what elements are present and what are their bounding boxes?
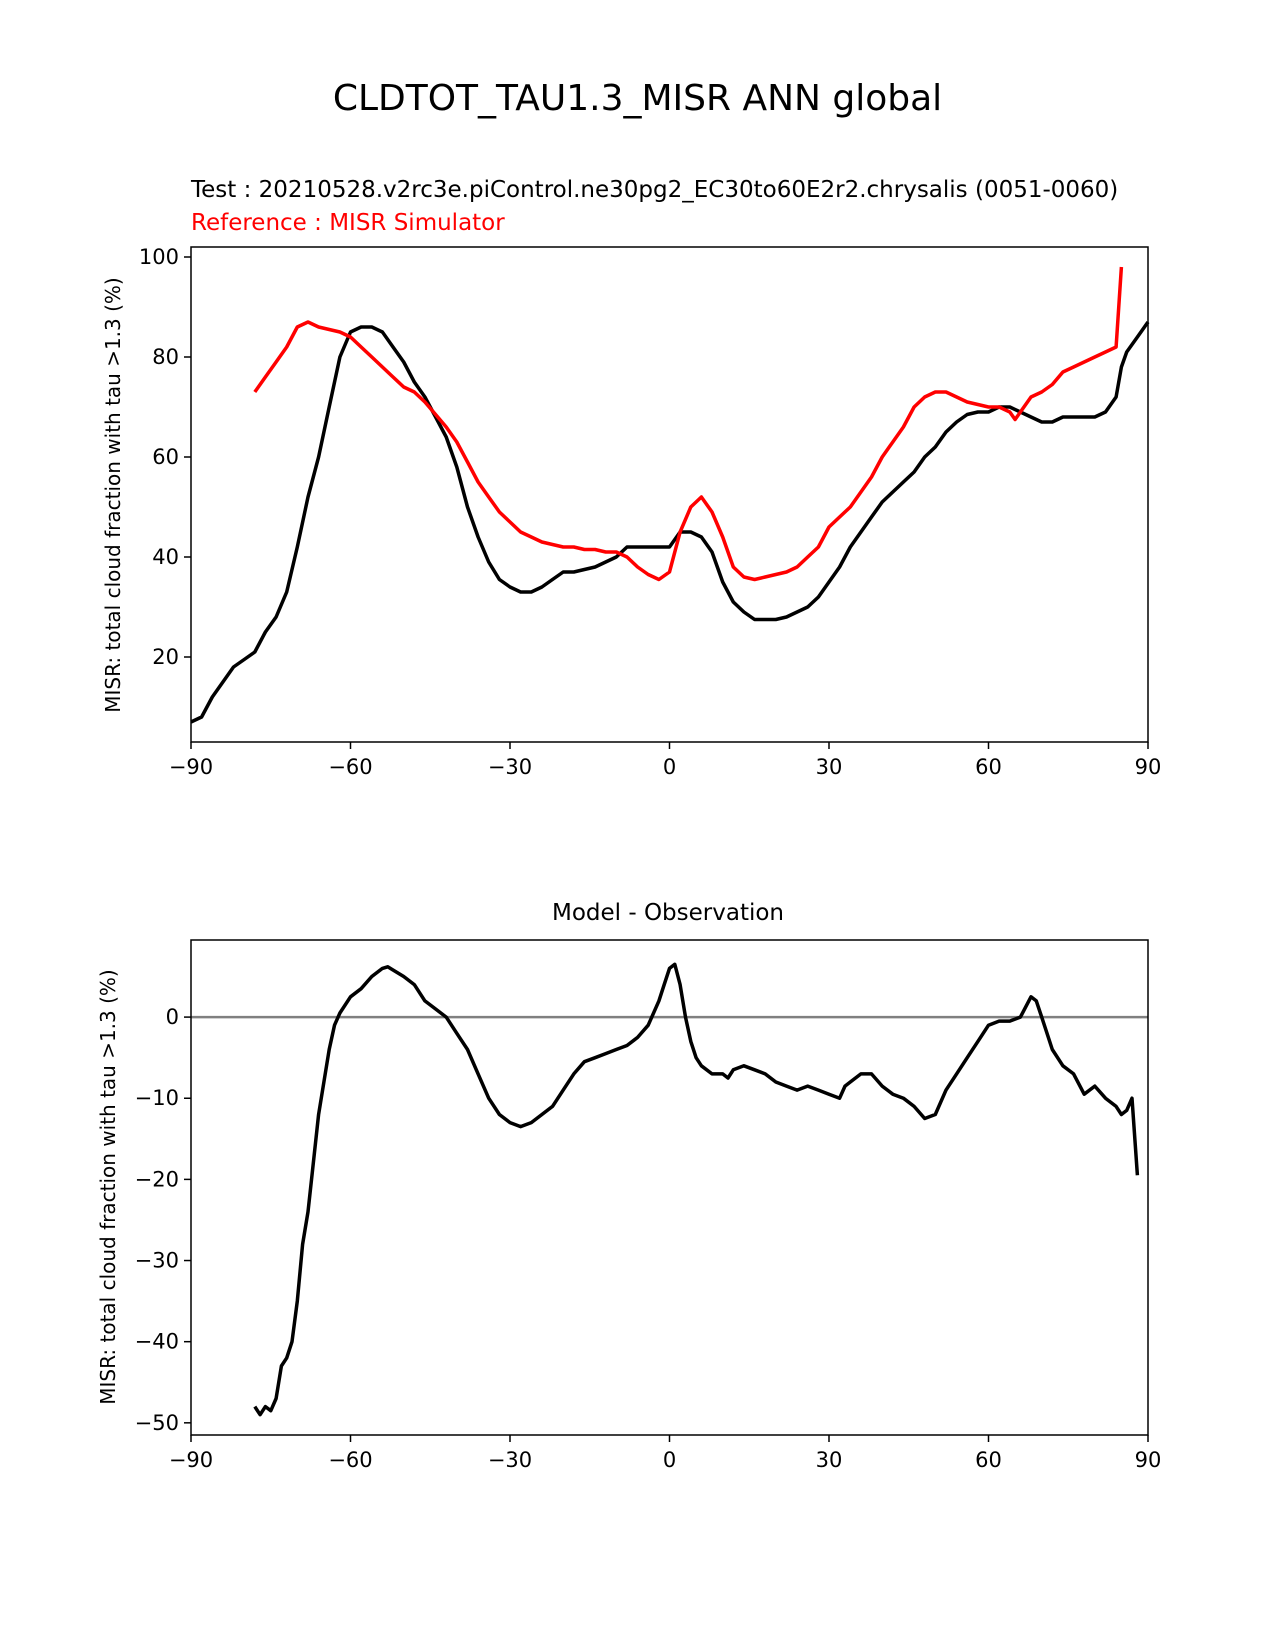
y-tick-label: −50 bbox=[135, 1411, 179, 1435]
top-panel-plot-area: −90 −60 −30 0 30 60 90 20 40 60 80 100 bbox=[139, 245, 1161, 779]
y-tick-label: 100 bbox=[139, 245, 179, 269]
bottom-panel-plot-area: −90 −60 −30 0 30 60 90 0 −10 −20 −30 −40 −50 bbox=[135, 939, 1162, 1472]
y-tick-label: −10 bbox=[135, 1086, 179, 1110]
y-tick-label: 80 bbox=[152, 345, 179, 369]
x-tick-label: −30 bbox=[488, 1448, 532, 1472]
x-tick-label: 30 bbox=[816, 1448, 843, 1472]
plot-frame bbox=[190, 246, 1149, 743]
x-tick-label: 60 bbox=[975, 755, 1002, 779]
plot-frame bbox=[190, 939, 1149, 1436]
test-label: Test : 20210528.v2rc3e.piControl.ne30pg2… bbox=[190, 177, 1118, 203]
x-tick-label: 90 bbox=[1135, 1448, 1162, 1472]
x-tick-label: 0 bbox=[663, 755, 676, 779]
reference-series-line bbox=[253, 266, 1124, 582]
y-tick-label: 0 bbox=[166, 1005, 179, 1029]
y-tick-label: −40 bbox=[135, 1330, 179, 1354]
bottom-title: Model - Observation bbox=[552, 900, 784, 926]
y-tick-label: 20 bbox=[152, 645, 179, 669]
x-tick-label: 60 bbox=[975, 1448, 1002, 1472]
x-tick-label: −60 bbox=[328, 1448, 372, 1472]
x-tick-label: 90 bbox=[1135, 755, 1162, 779]
x-tick-label: −60 bbox=[328, 755, 372, 779]
x-tick-label: 0 bbox=[663, 1448, 676, 1472]
y-tick-label: −30 bbox=[135, 1249, 179, 1273]
y-tick-label: 60 bbox=[152, 445, 179, 469]
difference-series-line bbox=[253, 962, 1140, 1417]
reference-label: Reference : MISR Simulator bbox=[191, 210, 505, 236]
test-series-line bbox=[190, 320, 1150, 724]
top-ylabel: MISR: total cloud fraction with tau >1.3… bbox=[101, 277, 125, 712]
bottom-ylabel: MISR: total cloud fraction with tau >1.3… bbox=[96, 969, 120, 1404]
x-tick-label: 30 bbox=[816, 755, 843, 779]
x-tick-label: −30 bbox=[488, 755, 532, 779]
y-tick-label: 40 bbox=[152, 545, 179, 569]
x-tick-label: −90 bbox=[169, 755, 213, 779]
figure-title: CLDTOT_TAU1.3_MISR ANN global bbox=[333, 78, 942, 119]
y-tick-label: −20 bbox=[135, 1167, 179, 1191]
x-tick-label: −90 bbox=[169, 1448, 213, 1472]
